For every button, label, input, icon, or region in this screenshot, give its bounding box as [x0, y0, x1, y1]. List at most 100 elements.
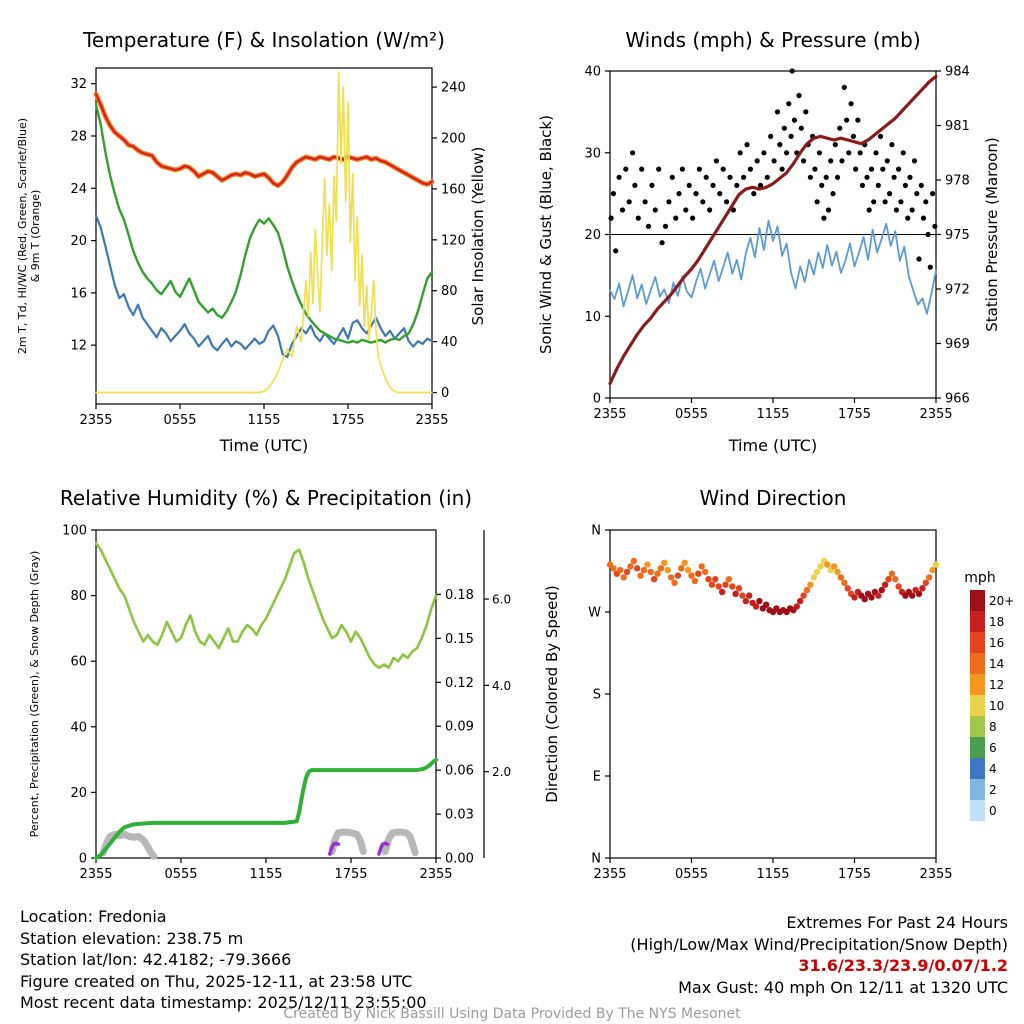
svg-text:2.0: 2.0 [492, 765, 511, 779]
svg-text:40: 40 [70, 720, 87, 735]
winds-chart-xlabel: Time (UTC) [728, 436, 818, 455]
svg-text:0555: 0555 [163, 413, 196, 428]
station-latlon: Station lat/lon: 42.4182; -79.3666 [20, 950, 292, 969]
svg-text:2355: 2355 [919, 407, 952, 422]
svg-text:1755: 1755 [838, 867, 871, 882]
svg-text:E: E [593, 770, 601, 785]
svg-text:1155: 1155 [247, 413, 280, 428]
temp-chart-xlabel: Time (UTC) [219, 436, 309, 455]
svg-text:24: 24 [70, 182, 87, 197]
svg-text:60: 60 [70, 655, 87, 670]
svg-text:200: 200 [441, 132, 466, 147]
svg-text:40: 40 [441, 335, 458, 350]
svg-text:N: N [591, 524, 601, 539]
temp-chart-ylabel-left: 2m T, Td, HI/WC (Red, Green, Scarlet/Blu… [16, 68, 42, 404]
svg-text:12: 12 [989, 678, 1004, 692]
svg-text:16: 16 [989, 636, 1004, 650]
svg-text:20+: 20+ [989, 594, 1014, 608]
svg-text:984: 984 [945, 65, 970, 80]
max-gust: Max Gust: 40 mph On 12/11 at 1320 UTC [678, 977, 1008, 997]
svg-text:0: 0 [593, 392, 601, 407]
svg-text:4: 4 [989, 762, 997, 776]
svg-text:978: 978 [945, 174, 970, 189]
winds-chart-title: Winds (mph) & Pressure (mb) [625, 28, 921, 52]
svg-text:8: 8 [989, 720, 997, 734]
svg-text:0555: 0555 [164, 867, 197, 882]
wind-direction-ylabel-left: Direction (Colored By Speed) [543, 585, 561, 803]
svg-text:240: 240 [441, 81, 466, 96]
credit-line: Created By Nick Bassill Using Data Provi… [283, 1006, 741, 1022]
svg-text:2: 2 [989, 783, 997, 797]
svg-text:0: 0 [441, 386, 449, 401]
svg-text:6.0: 6.0 [492, 593, 511, 607]
svg-text:2355: 2355 [593, 867, 626, 882]
svg-text:120: 120 [441, 233, 466, 248]
svg-text:972: 972 [945, 283, 970, 298]
svg-text:1755: 1755 [334, 867, 367, 882]
svg-text:W: W [588, 606, 601, 621]
temp-chart-title: Temperature (F) & Insolation (W/m²) [83, 28, 445, 52]
temp-ylabel-line1: 2m T, Td, HI/WC (Red, Green, Scarlet/Blu… [16, 117, 29, 355]
winds-chart-ylabel-left: Sonic Wind & Gust (Blue, Black) [537, 115, 555, 354]
svg-text:0: 0 [79, 852, 87, 867]
svg-text:1755: 1755 [838, 407, 871, 422]
svg-text:0: 0 [989, 804, 997, 818]
svg-text:969: 969 [945, 337, 970, 352]
svg-text:2355: 2355 [415, 413, 448, 428]
extremes-title: Extremes For Past 24 Hours [786, 913, 1008, 932]
svg-text:1755: 1755 [331, 413, 364, 428]
humidity-chart-ylabel-left: Percent, Precipitation (Green), & Snow D… [28, 550, 41, 838]
svg-text:975: 975 [945, 228, 970, 243]
svg-text:80: 80 [70, 589, 87, 604]
svg-text:1155: 1155 [756, 867, 789, 882]
data-timestamp: Most recent data timestamp: 2025/12/11 2… [20, 993, 427, 1012]
svg-text:20: 20 [70, 234, 87, 249]
svg-text:20: 20 [70, 786, 87, 801]
temp-chart-ylabel-right: Solar Insolation (Yellow) [469, 146, 487, 326]
svg-text:6: 6 [989, 741, 997, 755]
svg-text:N: N [591, 852, 601, 867]
temp-ylabel-line2: & 9m T (Orange) [29, 189, 42, 283]
svg-text:2355: 2355 [79, 867, 112, 882]
svg-text:0.00: 0.00 [445, 852, 474, 867]
svg-text:28: 28 [70, 129, 87, 144]
station-info: Location: Fredonia Station elevation: 23… [20, 906, 427, 1014]
svg-text:2355: 2355 [919, 867, 952, 882]
svg-text:12: 12 [70, 339, 87, 354]
svg-text:966: 966 [945, 392, 970, 407]
svg-text:20: 20 [584, 228, 601, 243]
svg-text:0.06: 0.06 [445, 764, 474, 779]
svg-text:100: 100 [62, 524, 87, 539]
extremes-subtitle: (High/Low/Max Wind/Precipitation/Snow De… [630, 934, 1008, 954]
svg-text:32: 32 [70, 77, 87, 92]
svg-text:16: 16 [70, 286, 87, 301]
svg-text:18: 18 [989, 615, 1004, 629]
svg-text:4.0: 4.0 [492, 679, 511, 693]
extremes-values: 31.6/23.3/23.9/0.07/1.2 [798, 956, 1008, 975]
svg-text:1155: 1155 [249, 867, 282, 882]
winds-chart-ylabel-right: Station Pressure (Maroon) [983, 137, 1001, 332]
wind-direction-chart: 2355 0555 1155 1755 2355NWSENmph20+181614121… [588, 524, 1014, 883]
temperature-insolation-chart: 2355 0555 1155 1755 2355 12 16 20 24 28 32 0 40 80 120… [70, 67, 466, 428]
station-location: Location: Fredonia [20, 907, 167, 926]
svg-text:0555: 0555 [675, 407, 708, 422]
svg-text:2355: 2355 [593, 407, 626, 422]
wind-direction-chart-title: Wind Direction [699, 486, 847, 510]
svg-text:14: 14 [989, 657, 1004, 671]
extremes-block: Extremes For Past 24 Hours (High/Low/Max… [630, 912, 1008, 998]
svg-text:10: 10 [584, 310, 601, 325]
svg-text:10: 10 [989, 699, 1004, 713]
svg-text:S: S [593, 688, 601, 703]
svg-text:2355: 2355 [419, 867, 452, 882]
svg-text:160: 160 [441, 182, 466, 197]
winds-pressure-chart: 2355 0555 1155 1755 235501020304096696997297… [584, 65, 970, 423]
svg-text:80: 80 [441, 284, 458, 299]
svg-text:0555: 0555 [675, 867, 708, 882]
svg-text:0.09: 0.09 [445, 720, 474, 735]
svg-text:40: 40 [584, 65, 601, 80]
svg-text:0.03: 0.03 [445, 808, 474, 823]
svg-text:0.15: 0.15 [445, 632, 474, 647]
svg-text:0.18: 0.18 [445, 588, 474, 603]
svg-text:0.12: 0.12 [445, 676, 474, 691]
